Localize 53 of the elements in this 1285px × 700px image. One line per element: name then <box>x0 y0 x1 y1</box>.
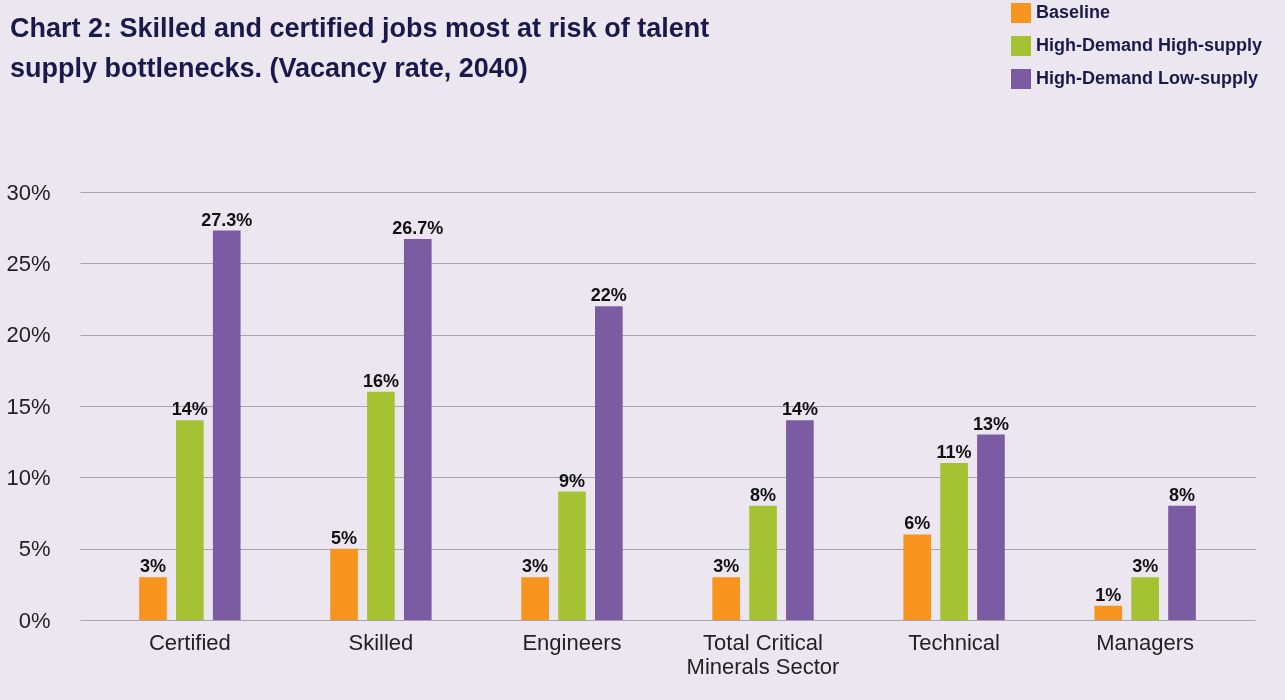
data-label: 3% <box>1132 556 1159 577</box>
data-label: 14% <box>171 399 208 420</box>
bar <box>977 434 1005 620</box>
bar <box>521 577 549 620</box>
y-tick-label: 30% <box>6 179 51 205</box>
bar <box>749 505 777 620</box>
data-label: 1% <box>1095 584 1122 605</box>
bar <box>1168 505 1196 620</box>
data-label: 11% <box>936 442 972 463</box>
bar <box>940 463 968 620</box>
bar <box>212 230 241 620</box>
data-label: 22% <box>590 285 627 306</box>
x-tick-label: Technical <box>908 629 1000 655</box>
data-label: 3% <box>139 556 166 577</box>
bar <box>786 420 814 620</box>
y-tick-label: 0% <box>18 607 51 633</box>
data-label: 8% <box>750 484 777 505</box>
data-label: 6% <box>904 513 931 534</box>
bar <box>139 577 167 620</box>
bar <box>1131 577 1159 620</box>
legend-label: Baseline <box>1036 2 1111 22</box>
chart-title: Chart 2: Skilled and certified jobs most at risk of talent supply bottlenecks. (Vacancy rate, 2040) <box>10 12 711 85</box>
bar <box>903 534 932 620</box>
bar <box>176 420 204 620</box>
y-tick-label: 10% <box>6 464 51 490</box>
data-label: 3% <box>522 556 549 577</box>
data-label: 9% <box>558 470 585 491</box>
legend-label: High-Demand High-supply <box>1036 35 1262 55</box>
data-label: 3% <box>713 556 740 577</box>
bar <box>1094 605 1123 620</box>
bar <box>558 491 586 620</box>
data-label: 27.3% <box>201 209 253 230</box>
data-label: 26.7% <box>392 218 444 239</box>
x-tick-label: Engineers <box>522 629 622 655</box>
x-tick-label: Certified <box>148 629 231 655</box>
data-label: 14% <box>781 399 818 420</box>
x-tick-label: Managers <box>1096 629 1195 655</box>
bar <box>330 548 358 620</box>
data-label: 13% <box>972 413 1009 434</box>
data-label: 8% <box>1169 484 1196 505</box>
data-label: 16% <box>362 370 399 391</box>
bar <box>595 306 623 620</box>
bar <box>367 391 395 620</box>
y-tick-label: 15% <box>6 393 51 419</box>
bar <box>403 239 432 620</box>
bar <box>712 577 740 620</box>
y-tick-label: 20% <box>6 322 51 348</box>
x-tick-label: Skilled <box>348 629 414 655</box>
x-tick-label: Total Critical Minerals Sector <box>686 629 840 679</box>
legend-label: High-Demand Low-supply <box>1036 68 1258 88</box>
y-tick-label: 5% <box>18 536 51 562</box>
y-tick-label: 25% <box>6 250 51 276</box>
data-label: 5% <box>331 527 358 548</box>
